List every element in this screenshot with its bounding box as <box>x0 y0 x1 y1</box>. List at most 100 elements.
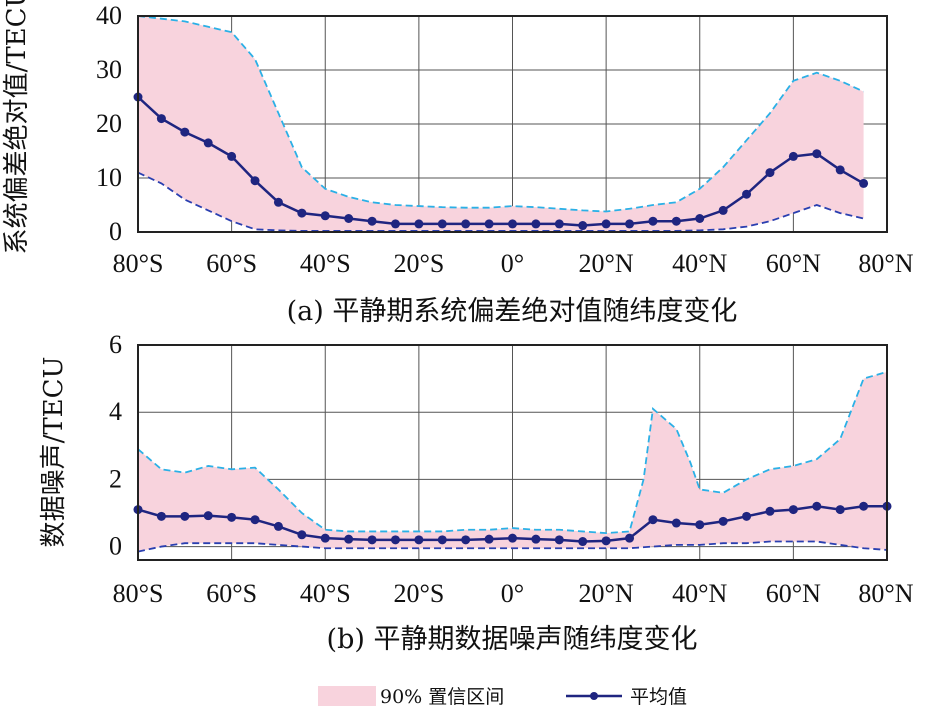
panel-a-x-tick-label: 40°N <box>672 249 727 278</box>
panel-a-mean-point <box>508 219 517 229</box>
panel-b-plot-frame <box>137 344 888 561</box>
panel-b-mean-point <box>695 520 705 530</box>
legend-band-swatch <box>318 686 376 706</box>
panel-a-mean-point <box>601 219 611 229</box>
panel-b-y-tick-label: 4 <box>109 397 122 426</box>
panel-b-y-tick-label: 2 <box>109 464 122 493</box>
panel-a-mean-point <box>180 127 190 137</box>
panel-b-caption: (b) 平静期数据噪声随纬度变化 <box>327 624 698 655</box>
panel-b-y-tick-label: 0 <box>109 532 122 561</box>
panel-b-mean-point <box>227 512 237 522</box>
panel-a-caption: (a) 平静期系统偏差绝对值随纬度变化 <box>287 296 738 327</box>
panel-a-y-tick-labels: 0 10 20 30 40 <box>96 1 122 246</box>
panel-b-mean-point <box>648 515 658 525</box>
panel-b-x-tick-label: 60°N <box>766 579 821 608</box>
legend-band-label: 90% 置信区间 <box>380 686 504 708</box>
panel-a-mean-point <box>250 176 260 186</box>
panel-a-mean-point <box>297 208 307 218</box>
panel-b-mean-point <box>344 534 354 544</box>
panel-a-mean-point <box>859 178 869 188</box>
panel-b-x-tick-label: 40°S <box>300 579 351 608</box>
panel-b-y-tick-label: 6 <box>109 330 122 359</box>
panel-a-mean-point <box>203 138 213 148</box>
panel-b-mean-point <box>671 518 681 528</box>
panel-b-confidence-band <box>138 371 887 552</box>
panel-a-mean-point <box>156 114 166 124</box>
panel-a-y-tick-label: 40 <box>96 1 122 30</box>
panel-a-x-tick-label: 80°S <box>113 249 164 278</box>
panel-a-x-tick-label: 0° <box>501 249 524 278</box>
panel-a-mean-point <box>648 216 658 226</box>
panel-a-y-tick-label: 10 <box>96 163 122 192</box>
panel-a-band-layer <box>138 16 864 231</box>
panel-a-y-axis-label: 系统偏差绝对值/TECU <box>2 0 32 254</box>
legend: 90% 置信区间 平均值 <box>318 686 687 708</box>
panel-b-band-layer <box>138 371 887 552</box>
panel-b-mean-point <box>531 534 541 544</box>
panel-b-x-tick-labels: 80°S 60°S 40°S 20°S 0° 20°N 40°N 60°N 80°N <box>113 579 914 608</box>
panel-b-x-tick-label: 0° <box>501 579 524 608</box>
panel-b-mean-point <box>297 530 307 540</box>
panel-b-line-layer <box>133 371 892 553</box>
panel-b-mean-point <box>156 511 166 521</box>
panel-a-x-tick-label: 20°N <box>579 249 634 278</box>
panel-a-mean-point <box>695 214 705 223</box>
panel-b-x-tick-label: 80°N <box>858 579 913 608</box>
panel-a-mean-point <box>765 168 775 178</box>
legend-mean-marker <box>590 692 598 700</box>
panel-a-y-tick-label: 0 <box>109 217 122 246</box>
panel-a-x-tick-label: 60°S <box>206 249 257 278</box>
panel-b-mean-point <box>320 533 330 543</box>
panel-a-y-tick-label: 30 <box>96 55 122 84</box>
panel-a-mean-point <box>320 211 330 221</box>
panel-a-mean-point <box>812 149 822 159</box>
panel-a-mean-point <box>554 219 564 229</box>
panel-b-mean-point <box>554 535 564 545</box>
panel-b-mean-point <box>859 501 869 511</box>
panel-a-mean-point <box>531 219 541 229</box>
panel-b-mean-point <box>625 533 635 543</box>
panel-b-mean-point <box>390 535 400 545</box>
panel-b-x-tick-label: 60°S <box>206 579 257 608</box>
panel-b-mean-point <box>578 537 588 547</box>
panel-a-mean-point <box>344 214 354 223</box>
panel-b-mean-point <box>461 535 471 545</box>
panel-a-mean-point <box>578 221 588 231</box>
panel-a-mean-point <box>484 219 494 229</box>
panel-b-x-tick-label: 80°S <box>113 579 164 608</box>
panel-a-x-tick-labels: 80°S 60°S 40°S 20°S 0° 20°N 40°N 60°N 80°N <box>113 249 914 278</box>
panel-a-mean-point <box>461 219 471 229</box>
panel-b-mean-point <box>250 515 260 525</box>
panel-a-chart: 0 10 20 30 40 80°S 60°S 40°S 20°S 0° 20°N 40°N 60°N… <box>2 0 914 327</box>
panel-b-mean-point <box>765 506 775 516</box>
panel-b-mean-point <box>835 505 845 515</box>
panel-a-mean-point <box>718 205 728 215</box>
panel-a-mean-point <box>835 165 845 175</box>
panel-a-mean-point <box>625 219 635 229</box>
panel-a-x-tick-label: 40°S <box>300 249 351 278</box>
panel-b-upper-bound-line <box>137 371 888 535</box>
panel-a-mean-point <box>227 151 237 161</box>
panel-a-y-tick-label: 20 <box>96 109 122 138</box>
panel-b-mean-point <box>180 511 190 521</box>
panel-b-mean-point <box>742 511 752 521</box>
panel-b-mean-point <box>812 501 822 511</box>
panel-b-mean-point <box>508 533 517 543</box>
panel-b-mean-point <box>788 505 798 515</box>
panel-a-x-tick-label: 80°N <box>858 249 913 278</box>
legend-mean-label: 平均值 <box>630 686 687 708</box>
panel-a-x-tick-label: 20°S <box>393 249 444 278</box>
panel-b-y-axis-label: 数据噪声/TECU <box>39 357 69 548</box>
panel-a-mean-point <box>671 216 681 226</box>
panel-a-mean-point <box>788 151 798 161</box>
panel-a-mean-point <box>437 219 447 229</box>
panel-a-confidence-band <box>138 16 864 231</box>
panel-a-line-layer <box>133 15 869 232</box>
panel-b-mean-point <box>414 535 424 545</box>
panel-b-mean-point <box>718 516 728 526</box>
panel-b-mean-point <box>203 511 213 521</box>
panel-b-mean-point <box>367 535 377 545</box>
panel-b-mean-point <box>273 521 283 531</box>
panel-b-mean-point <box>601 536 611 546</box>
